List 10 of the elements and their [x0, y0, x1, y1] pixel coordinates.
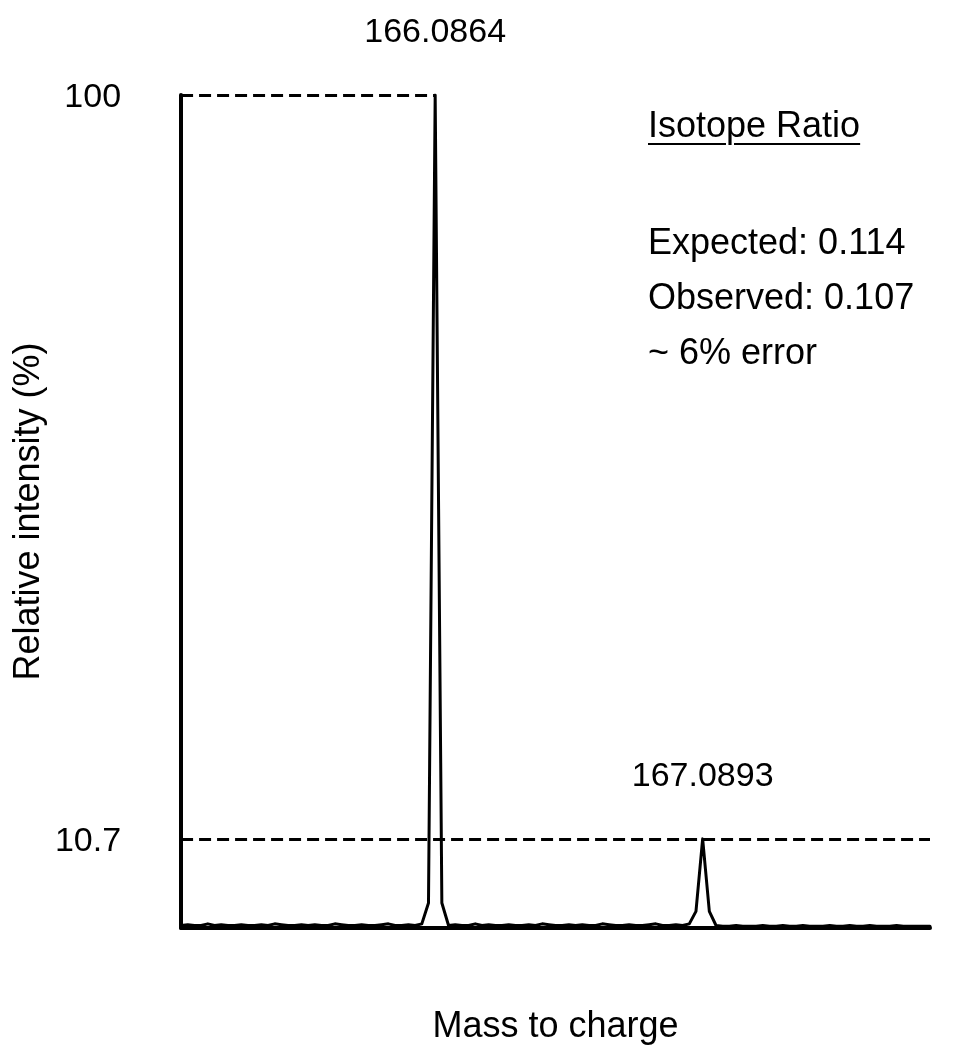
annotation: 167.0893 [631, 754, 774, 793]
y-axis-title: Relative intensity (%) [5, 342, 47, 681]
annotation: 166.0864 [364, 11, 507, 49]
x-axis-title: Mass to charge [432, 1003, 679, 1045]
y-tick-label: 10.7 [54, 819, 122, 858]
annotation: Isotope Ratio [648, 104, 861, 145]
annotation: ~ 6% error [648, 331, 818, 372]
y-tick-label: 100 [64, 76, 122, 114]
annotation: Observed: 0.107 [648, 276, 915, 317]
annotation: Expected: 0.114 [648, 221, 906, 262]
